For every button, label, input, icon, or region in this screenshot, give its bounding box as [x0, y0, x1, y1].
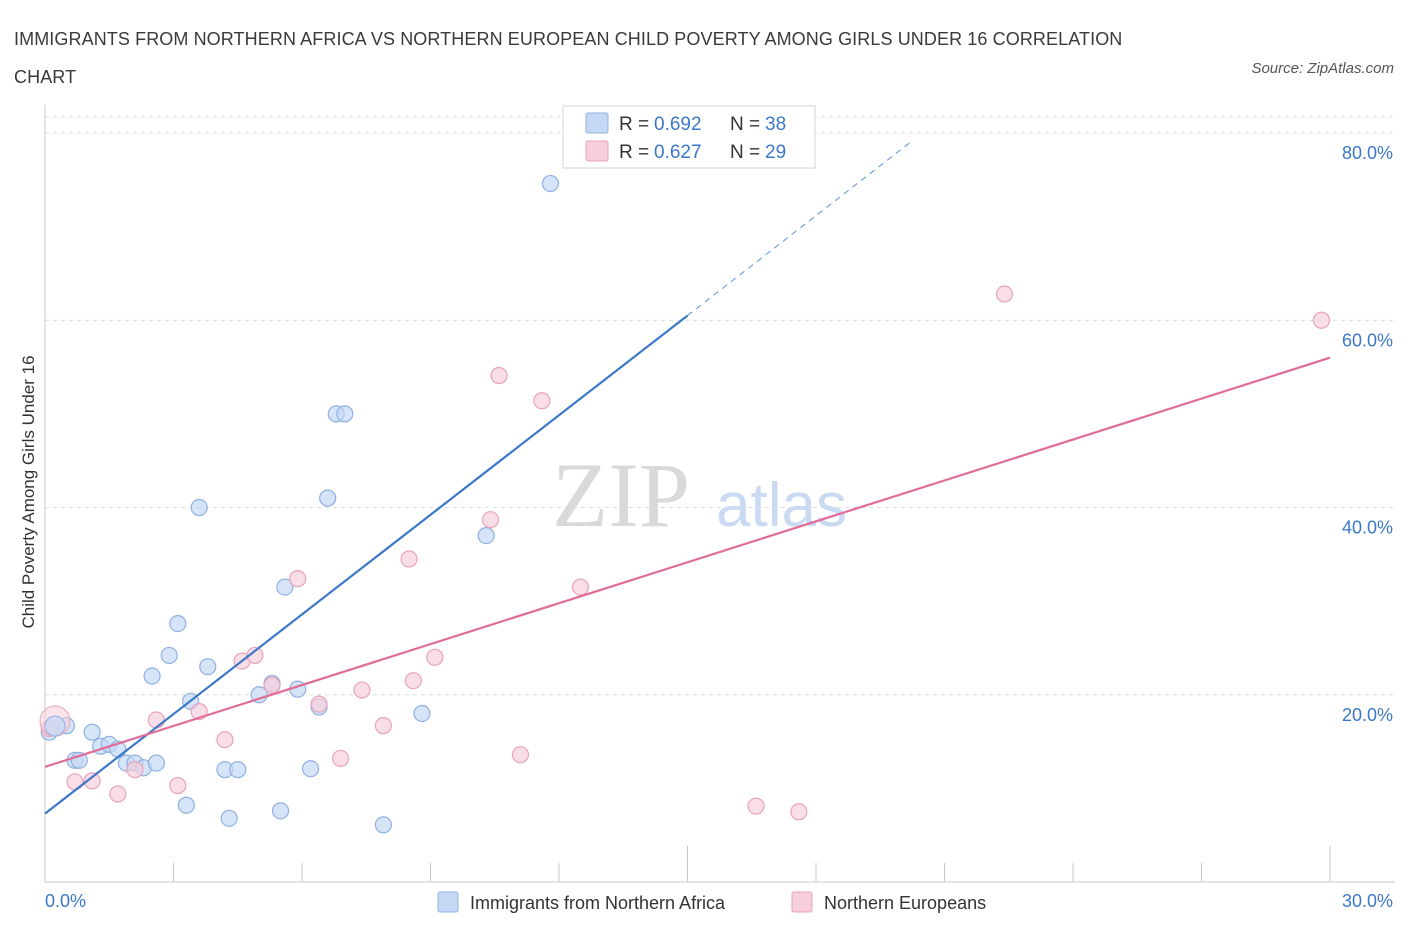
y-tick-label-20: 20.0%	[1342, 705, 1393, 725]
point-immigrants-12	[143, 667, 161, 685]
point-immigrants-22	[250, 686, 268, 704]
stats-n-label-pink: N =	[730, 142, 760, 163]
trend-line-northern-europeans	[44, 356, 1331, 768]
trend-line-immigrants-extension	[687, 141, 911, 317]
point-immigrants-17	[190, 498, 208, 517]
point-immigrants-29	[319, 489, 337, 507]
point-northern-europeans-6	[169, 776, 187, 795]
point-northern-europeans-26	[790, 803, 808, 821]
point-immigrants-11	[147, 754, 165, 772]
stats-r-value-blue: 0.692	[654, 114, 702, 135]
stats-n-value-blue: 38	[765, 114, 786, 135]
axes	[44, 105, 1395, 883]
point-northern-europeans-23	[533, 392, 551, 410]
y-tick-labels: 20.0% 40.0% 60.0% 80.0%	[1342, 143, 1393, 725]
trend-lines	[44, 141, 1331, 815]
y-tick-label-80: 80.0%	[1342, 143, 1393, 163]
point-northern-europeans-5	[147, 711, 165, 729]
point-northern-europeans-18	[404, 672, 422, 690]
watermark-zip: ZIP	[552, 444, 690, 546]
point-immigrants-13	[160, 646, 178, 665]
point-immigrants-18	[199, 658, 217, 676]
stats-swatch-pink	[585, 140, 609, 162]
point-immigrants-34	[477, 526, 495, 545]
point-immigrants-33	[413, 704, 431, 723]
legend: Immigrants from Northern Africa Northern…	[437, 891, 986, 913]
source-label: Source: ZipAtlas.com	[1251, 60, 1394, 77]
point-immigrants-35	[541, 174, 560, 193]
stats-n-label-blue: N =	[730, 114, 760, 135]
point-immigrants-27	[301, 760, 320, 778]
point-immigrants-4	[83, 723, 101, 741]
y-axis-title: Child Poverty Among Girls Under 16	[19, 355, 38, 628]
stats-n-value-pink: 29	[765, 142, 786, 163]
point-immigrants-20	[220, 809, 238, 827]
point-immigrants-21	[229, 761, 247, 779]
point-northern-europeans-11	[263, 676, 281, 694]
point-northern-europeans-2	[83, 772, 101, 790]
legend-label-immigrants: Immigrants from Northern Africa	[470, 893, 726, 913]
point-northern-europeans-19	[426, 648, 444, 666]
watermark-atlas: atlas	[716, 471, 847, 540]
trend-line-immigrants	[44, 314, 689, 815]
gridlines	[45, 116, 1395, 696]
x-tick-label-min: 0.0%	[45, 891, 86, 911]
stats-r-label-pink: R =	[619, 142, 649, 163]
point-northern-europeans-13	[310, 695, 328, 713]
point-northern-europeans-12	[289, 570, 307, 588]
point-cluster-blue	[44, 715, 66, 737]
point-immigrants-24	[271, 802, 290, 820]
point-northern-europeans-10	[246, 646, 264, 665]
y-tick-label-40: 40.0%	[1342, 518, 1393, 538]
point-northern-europeans-15	[353, 681, 371, 699]
point-northern-europeans-28	[1312, 311, 1331, 329]
point-northern-europeans-3	[109, 785, 127, 803]
point-northern-europeans-17	[400, 550, 418, 568]
point-northern-europeans-21	[490, 366, 508, 385]
stats-swatch-blue	[585, 112, 609, 134]
data-points	[39, 174, 1331, 834]
point-northern-europeans-14	[331, 749, 350, 768]
point-immigrants-14	[169, 614, 187, 633]
point-immigrants-32	[374, 816, 392, 834]
legend-swatch-immigrants	[437, 891, 459, 913]
x-tick-label-max: 30.0%	[1342, 891, 1393, 911]
legend-label-northern-europeans: Northern Europeans	[824, 893, 986, 913]
point-northern-europeans-24	[571, 578, 590, 596]
point-immigrants-15	[177, 796, 195, 814]
point-northern-europeans-4	[126, 761, 144, 779]
stats-r-value-pink: 0.627	[654, 142, 702, 163]
point-immigrants-31	[336, 405, 354, 423]
point-northern-europeans-20	[481, 511, 500, 529]
stats-box: R = 0.692 N = 38 R = 0.627 N = 29	[562, 105, 816, 169]
y-tick-label-60: 60.0%	[1342, 330, 1393, 350]
chart-title: IMMIGRANTS FROM NORTHERN AFRICA VS NORTH…	[14, 29, 1123, 87]
point-northern-europeans-25	[747, 797, 765, 815]
stats-r-label-blue: R =	[619, 114, 649, 135]
point-immigrants-25	[276, 578, 294, 596]
point-northern-europeans-27	[995, 285, 1014, 303]
point-northern-europeans-22	[511, 746, 530, 764]
point-northern-europeans-16	[374, 717, 392, 735]
legend-swatch-northern-europeans	[791, 891, 813, 913]
point-northern-europeans-8	[216, 731, 234, 749]
